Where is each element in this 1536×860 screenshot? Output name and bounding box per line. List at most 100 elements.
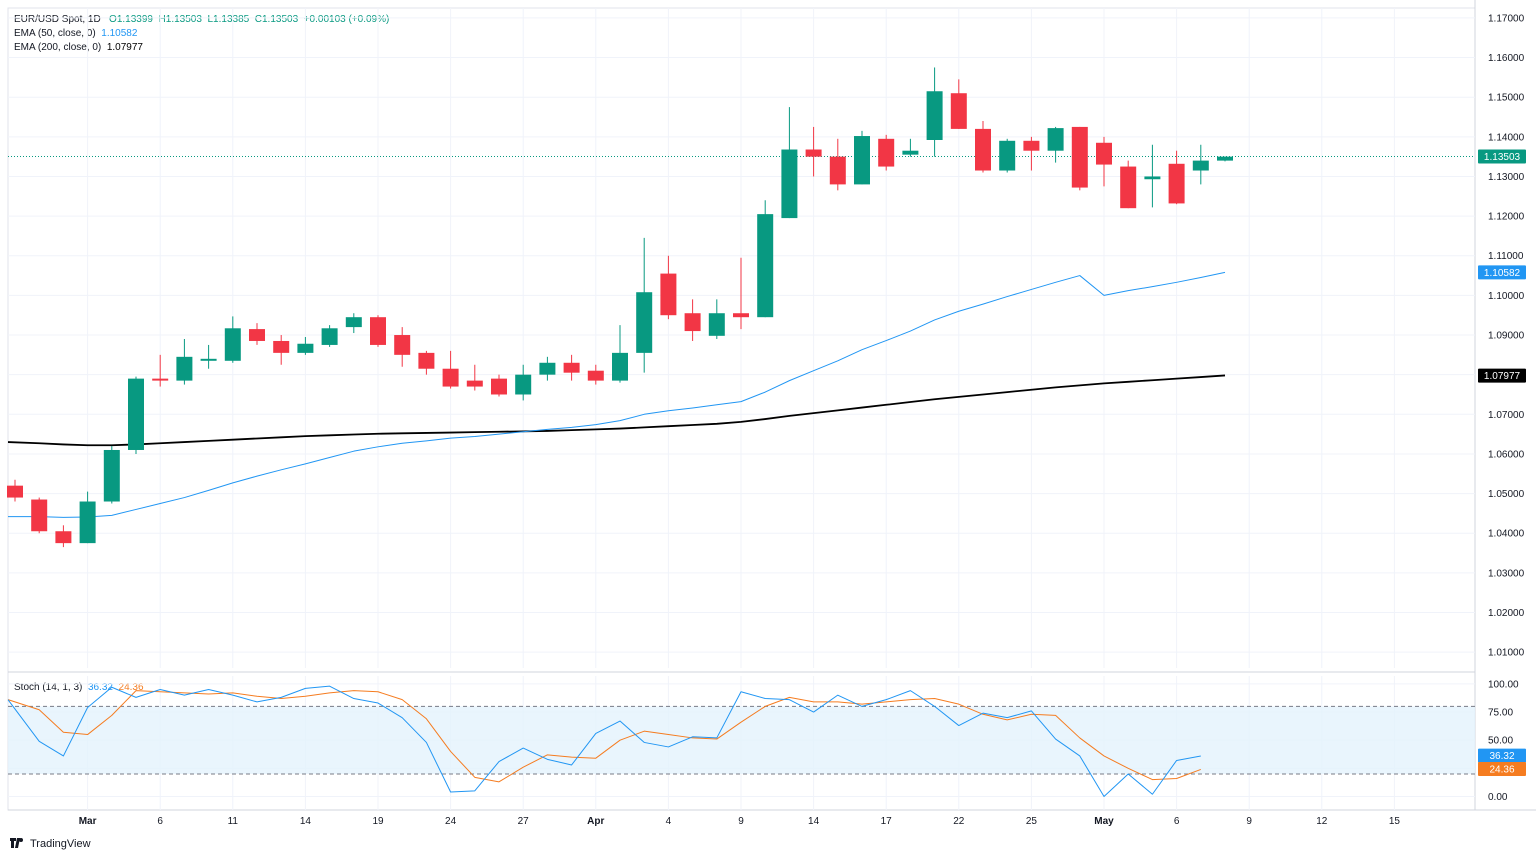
candle <box>7 479 23 502</box>
candle-body <box>394 335 411 355</box>
price-tick-label: 1.07000 <box>1488 410 1525 421</box>
stoch-k-tag-bg <box>1478 748 1526 763</box>
last-price-tag-bg <box>1478 149 1526 164</box>
time-tick-label: 11 <box>228 816 239 827</box>
ema200-line <box>7 374 1226 447</box>
candle-body <box>200 358 217 361</box>
high-value: H1.13503 <box>158 14 202 25</box>
time-tick-label: 27 <box>518 816 530 827</box>
time-tick-label: May <box>1094 816 1114 827</box>
time-tick-label: 9 <box>1246 816 1252 827</box>
candle-body <box>515 374 532 395</box>
candle-body <box>878 138 895 167</box>
candle-body <box>926 91 943 140</box>
candle-body <box>128 378 144 450</box>
candle <box>128 376 144 454</box>
candle-body <box>708 313 725 336</box>
candle <box>1192 144 1209 185</box>
candle <box>394 327 411 367</box>
price-tags: 1.13503 1.10582 1.07977 36.32 24.36 <box>1478 149 1526 777</box>
time-tick-label: 9 <box>738 816 744 827</box>
candle <box>1047 126 1064 163</box>
price-tick-label: 1.11000 <box>1488 251 1524 262</box>
candle-body <box>950 93 967 129</box>
time-tick-label: 24 <box>445 816 457 827</box>
candle-body <box>1120 166 1137 209</box>
time-tick-label: 14 <box>808 816 820 827</box>
ema50-legend[interactable]: EMA (50, close, 0) 1.10582 <box>14 28 137 39</box>
price-tick-label: 1.17000 <box>1488 13 1525 24</box>
change-value: +0.00103 (+0.09%) <box>303 14 390 25</box>
stoch-tick-label: 75.00 <box>1488 708 1513 719</box>
candle-body <box>612 352 628 381</box>
tradingview-brand[interactable]: TradingView <box>10 838 91 850</box>
candle-body <box>1192 160 1209 171</box>
candle-body <box>345 317 362 328</box>
candle <box>370 315 386 347</box>
candle <box>829 138 846 191</box>
candle-body <box>587 370 604 381</box>
ema50-tag-bg <box>1478 265 1526 280</box>
candle <box>418 350 435 375</box>
candle <box>345 313 362 334</box>
candle <box>321 325 338 347</box>
candle <box>442 350 459 389</box>
candle-body <box>491 378 507 395</box>
candle-body <box>1096 142 1112 165</box>
time-tick-label: 22 <box>953 816 965 827</box>
low-value: L1.13385 <box>207 14 250 25</box>
candle-body <box>1047 128 1064 151</box>
candle <box>733 257 749 330</box>
candle <box>1217 156 1233 162</box>
candle <box>297 337 314 355</box>
candle-body <box>829 156 846 185</box>
price-tick-label: 1.04000 <box>1488 529 1525 540</box>
grid-lines <box>7 0 1536 811</box>
price-tick-label: 1.13000 <box>1488 172 1525 183</box>
candles <box>7 67 1233 548</box>
ema200-legend[interactable]: EMA (200, close, 0) 1.07977 <box>14 42 143 53</box>
ema200-label: EMA (200, close, 0) <box>14 42 102 53</box>
candle <box>1071 126 1088 191</box>
close-value: C1.13503 <box>254 14 299 25</box>
time-tick-label: Apr <box>587 816 604 827</box>
time-tick-label: Mar <box>79 816 97 827</box>
candle <box>902 138 919 157</box>
candle <box>1168 150 1185 205</box>
candle-body <box>684 313 701 332</box>
candle-body <box>999 140 1016 171</box>
stoch-label: Stoch (14, 1, 3) <box>14 682 83 693</box>
candle-body <box>1217 156 1233 161</box>
symbol-name[interactable]: EUR/USD Spot, 1D <box>14 14 101 25</box>
stoch-legend[interactable]: Stoch (14, 1, 3) 36.32 24.36 <box>14 682 144 693</box>
candle <box>684 299 701 341</box>
price-tick-label: 1.12000 <box>1488 212 1525 223</box>
candle <box>563 354 580 381</box>
candle-body <box>370 317 386 345</box>
time-tick-label: 4 <box>666 816 672 827</box>
open-value: O1.13399 <box>109 14 153 25</box>
candle <box>176 338 193 385</box>
price-tick-label: 1.09000 <box>1488 331 1525 342</box>
candle <box>950 79 967 129</box>
candle <box>636 237 653 373</box>
price-tick-label: 1.10000 <box>1488 291 1525 302</box>
candle-body <box>1071 126 1088 188</box>
candle-body <box>902 150 919 155</box>
stoch-k-line <box>7 685 1201 797</box>
price-tick-label: 1.06000 <box>1488 449 1525 460</box>
ema200-tag-bg <box>1478 368 1526 383</box>
candle <box>1096 136 1112 187</box>
candle <box>757 200 774 318</box>
candle <box>152 354 169 387</box>
candle <box>103 446 120 504</box>
stoch-k-value: 36.32 <box>87 682 113 693</box>
brand-name: TradingView <box>30 838 91 850</box>
time-tick-label: 25 <box>1026 816 1038 827</box>
candle <box>79 491 96 544</box>
candle-body <box>733 313 749 318</box>
candle-body <box>854 136 870 185</box>
price-tick-label: 1.01000 <box>1488 648 1525 659</box>
time-tick-label: 15 <box>1389 816 1401 827</box>
